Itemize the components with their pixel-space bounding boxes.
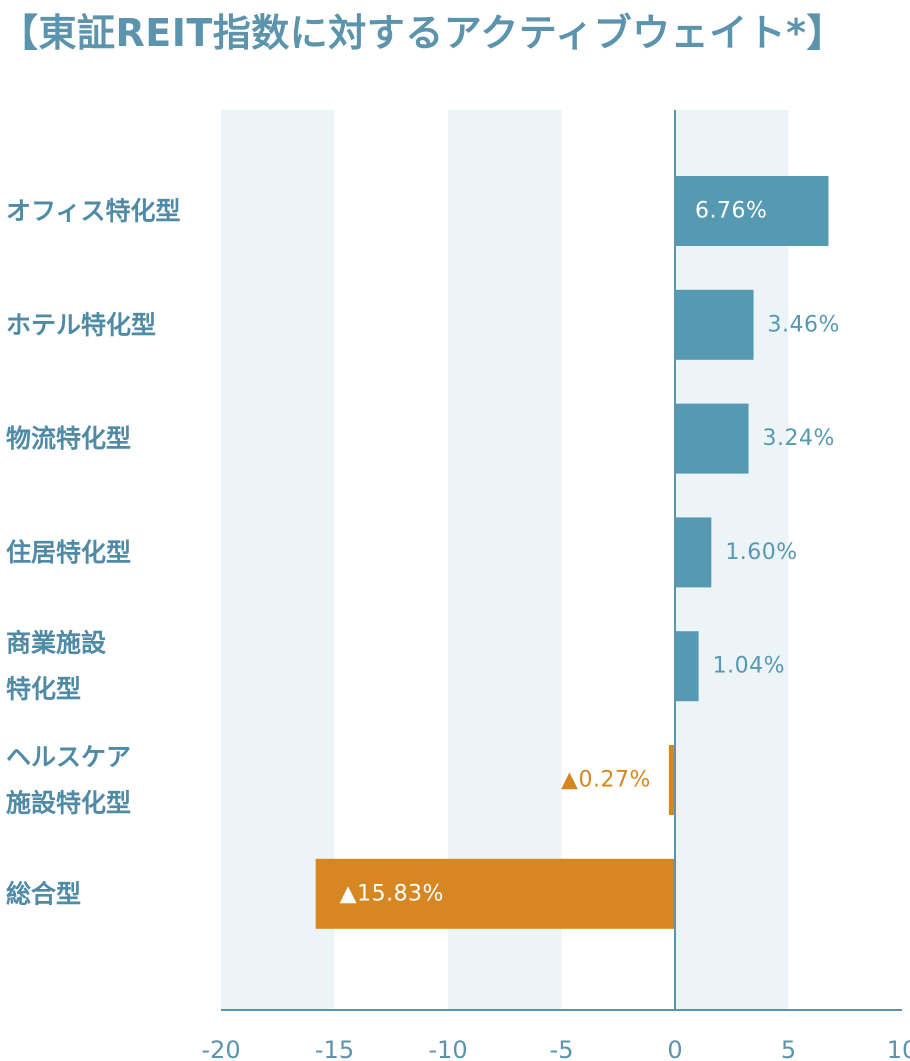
x-tick-label: -10: [428, 1036, 467, 1061]
bar: [675, 176, 829, 246]
category-label: 特化型: [6, 675, 81, 704]
data-label: 3.24%: [763, 426, 835, 451]
category-label: ヘルスケア: [6, 743, 131, 772]
x-tick-label: -20: [201, 1036, 240, 1061]
bar: [315, 858, 675, 929]
category-label: 物流特化型: [6, 424, 131, 453]
category-label: ホテル特化型: [6, 310, 156, 339]
x-tick-label: 5: [781, 1036, 796, 1061]
category-label: 総合型: [6, 879, 81, 908]
background-band: [221, 110, 335, 1010]
category-label: オフィス特化型: [6, 197, 181, 226]
x-tick-label: -5: [550, 1036, 574, 1061]
bar: [675, 289, 754, 360]
x-tick-label: 10: [887, 1036, 910, 1061]
data-label: 6.76%: [695, 199, 767, 224]
chart-title: 【東証REIT指数に対するアクティブウェイト*】: [0, 11, 845, 55]
data-label: 1.60%: [725, 540, 797, 565]
bar: [668, 745, 675, 815]
data-label: ▲15.83%: [340, 881, 444, 906]
bar: [675, 403, 749, 474]
x-tick-label: 0: [667, 1036, 682, 1061]
category-label: 施設特化型: [6, 789, 131, 818]
category-label: 住居特化型: [6, 538, 131, 567]
data-label: ▲0.27%: [561, 768, 651, 793]
bar: [675, 631, 699, 702]
bar: [675, 517, 712, 588]
x-tick-label: -15: [315, 1036, 354, 1061]
category-label: 商業施設: [6, 629, 107, 658]
data-label: 3.46%: [768, 312, 840, 337]
data-label: 1.04%: [713, 654, 785, 679]
